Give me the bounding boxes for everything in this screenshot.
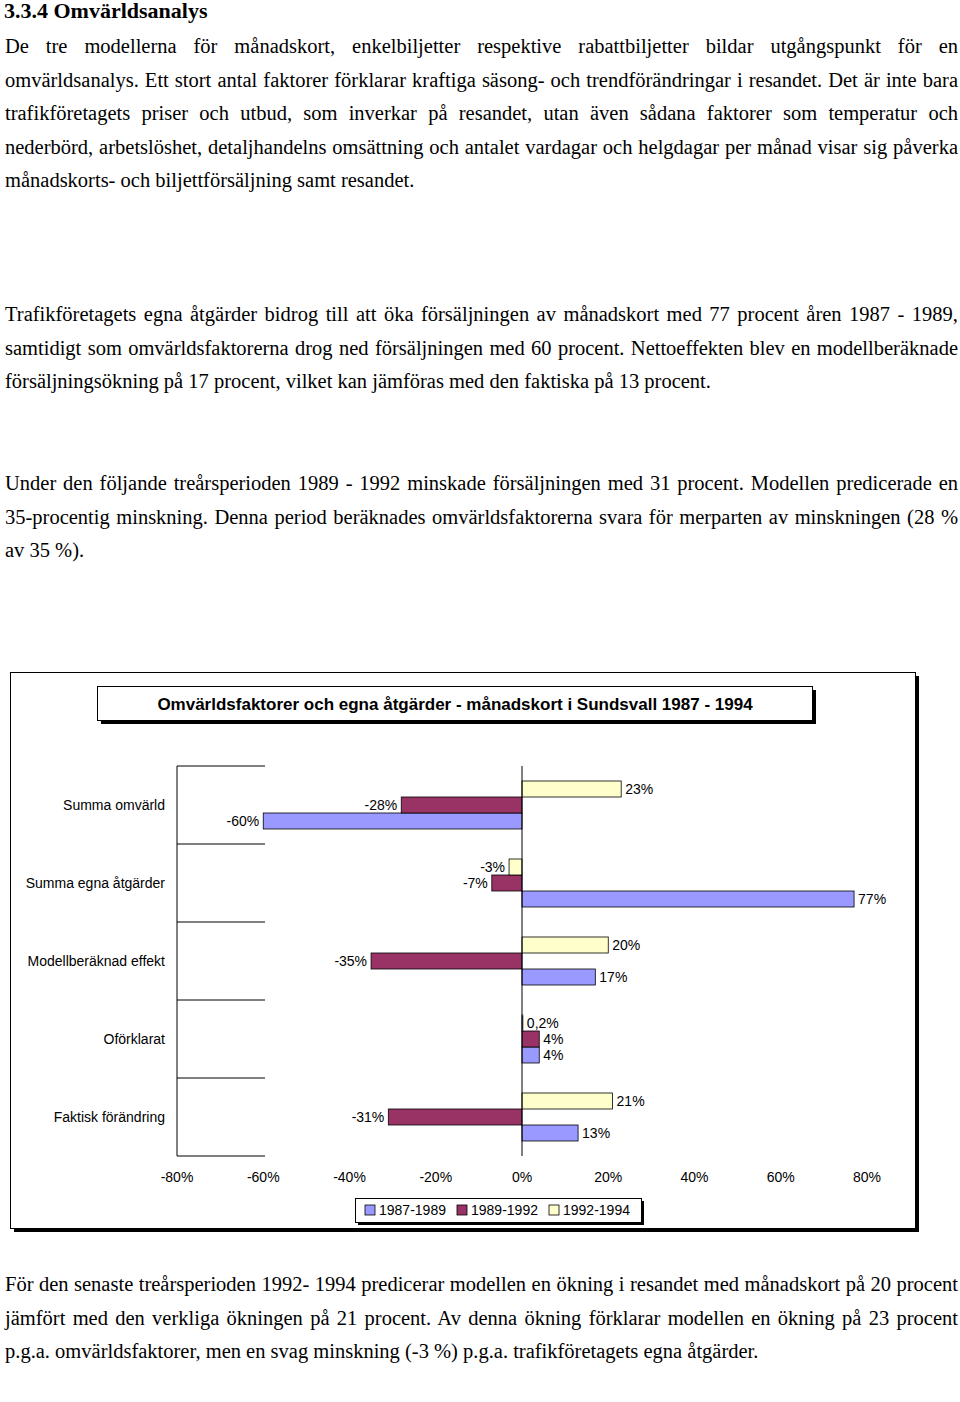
category-label: Modellberäknad effekt: [28, 953, 166, 969]
data-label: -28%: [365, 797, 398, 813]
tick-label: 80%: [853, 1169, 881, 1185]
tick-label: 60%: [767, 1169, 795, 1185]
data-label: 21%: [617, 1093, 645, 1109]
data-label: 13%: [582, 1125, 610, 1141]
bar: [522, 1031, 539, 1047]
paragraph: För den senaste treårsperioden 1992- 199…: [5, 1268, 958, 1369]
title-box: [98, 687, 813, 721]
category-separator: [177, 1078, 265, 1079]
bar: [492, 875, 522, 891]
data-label: 20%: [612, 937, 640, 953]
data-label: 4%: [543, 1047, 563, 1063]
category-label: Oförklarat: [104, 1031, 166, 1047]
data-label: -35%: [334, 953, 367, 969]
chart-title: Omvärldsfaktorer och egna åtgärder - mån…: [157, 695, 753, 714]
bar: [509, 859, 522, 875]
bar: [522, 781, 621, 797]
tick-label: -60%: [247, 1169, 280, 1185]
legend-label: 1989-1992: [471, 1202, 538, 1218]
data-label: 0,2%: [527, 1015, 559, 1031]
tick-label: -40%: [333, 1169, 366, 1185]
category-label: Faktisk förändring: [54, 1109, 165, 1125]
bars: [263, 781, 854, 1141]
data-label: -31%: [352, 1109, 385, 1125]
data-label: 23%: [625, 781, 653, 797]
legend-swatch: [457, 1205, 467, 1215]
data-label: -7%: [463, 875, 488, 891]
category-label: Summa omvärld: [63, 797, 165, 813]
bar: [401, 797, 522, 813]
data-label: 17%: [599, 969, 627, 985]
chart-frame: [11, 673, 916, 1229]
tick-label: -20%: [419, 1169, 452, 1185]
legend-label: 1987-1989: [379, 1202, 446, 1218]
data-label: 77%: [858, 891, 886, 907]
data-label: -3%: [480, 859, 505, 875]
data-label: 4%: [543, 1031, 563, 1047]
tick-label: 0%: [512, 1169, 532, 1185]
legend-swatch: [549, 1205, 559, 1215]
bar: [371, 953, 522, 969]
category-label: Summa egna åtgärder: [26, 875, 166, 891]
axis-line: [177, 766, 178, 1156]
chart: Omvärldsfaktorer och egna åtgärder - mån…: [10, 672, 926, 1238]
bar: [522, 1125, 578, 1141]
legend: [356, 1199, 642, 1223]
bar: [522, 969, 595, 985]
category-separator: [177, 766, 265, 767]
bar: [522, 1047, 539, 1063]
paragraph: Trafikföretagets egna åtgärder bidrog ti…: [5, 298, 958, 399]
bar: [522, 1093, 613, 1109]
tick-label: -80%: [161, 1169, 194, 1185]
data-label: -60%: [227, 813, 260, 829]
category-separator: [177, 1000, 265, 1001]
heading: 3.3.4 Omvärldsanalys: [4, 0, 208, 24]
legend-label: 1992-1994: [563, 1202, 630, 1218]
bar: [263, 813, 522, 829]
paragraph: De tre modellerna för månadskort, enkelb…: [5, 30, 958, 198]
paragraph: Under den följande treårsperioden 1989 -…: [5, 467, 958, 568]
zero-line: [522, 766, 523, 1156]
legend-swatch: [365, 1205, 375, 1215]
category-separator: [177, 922, 265, 923]
bar: [522, 891, 854, 907]
category-separator: [177, 1156, 265, 1157]
tick-label: 20%: [594, 1169, 622, 1185]
tick-label: 40%: [680, 1169, 708, 1185]
category-separator: [177, 844, 265, 845]
bar: [388, 1109, 522, 1125]
bar: [522, 937, 608, 953]
